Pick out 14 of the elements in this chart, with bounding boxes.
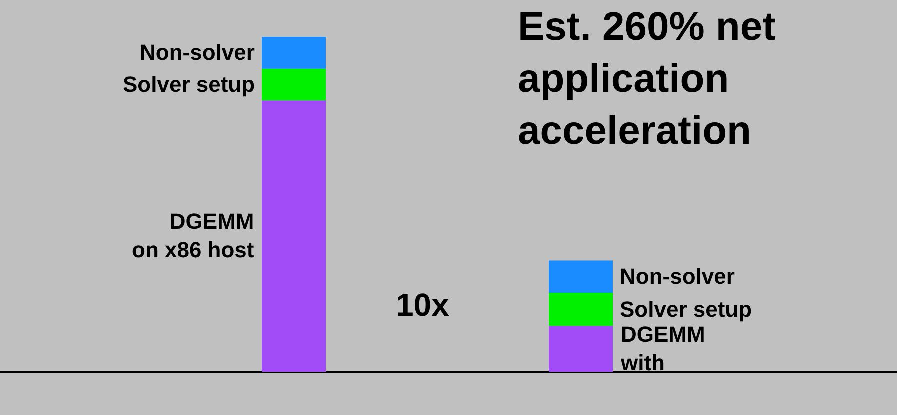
annotation: 10x (396, 287, 450, 323)
bar (549, 326, 613, 372)
series-label: Solver setup (123, 72, 256, 97)
bar (549, 292, 613, 326)
bar (262, 100, 326, 372)
text: Est. 260% net application acceleration (518, 5, 776, 153)
annotation: DGEMM with (620, 322, 706, 376)
text: Solver setup (620, 297, 752, 322)
bar (262, 68, 326, 101)
bar (262, 37, 326, 69)
annotation: DGEMM on x86 host (132, 209, 255, 263)
bar (549, 260, 613, 293)
text: Non-solver (140, 40, 255, 65)
series-label: Non-solver (620, 264, 736, 289)
